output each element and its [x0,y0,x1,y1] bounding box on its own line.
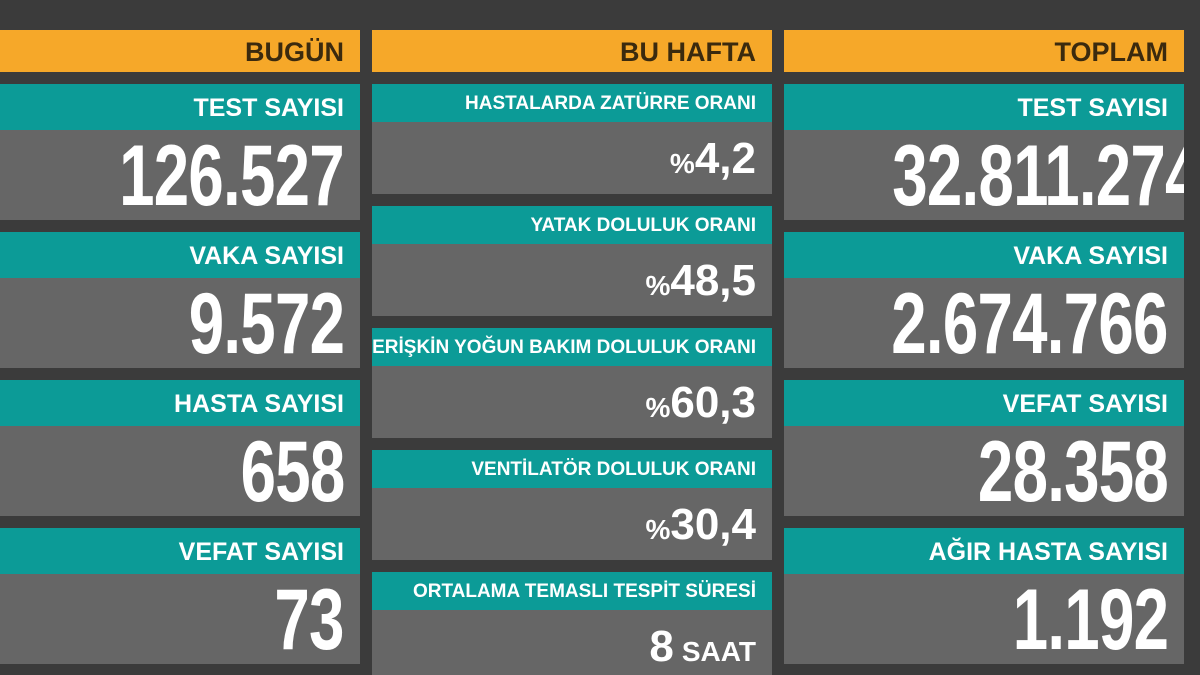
unit-suffix: SAAT [681,636,756,667]
stat-value-wrap: 32.811.274 [842,130,1184,220]
stat-value-wrap: 8 SAAT [649,622,756,671]
column-header: BUGÜN [0,30,360,72]
stat-value-wrap: 1.192 [987,574,1169,664]
stat-card: HASTALARDA ZATÜRRE ORANI %4,2 [372,84,772,194]
stat-card: VEFAT SAYISI 73 [0,528,360,664]
column: BU HAFTA HASTALARDA ZATÜRRE ORANI %4,2 YATA… [372,30,772,675]
stat-value-box: %60,3 [372,366,772,438]
stat-value: 9.572 [188,278,345,368]
stat-value: 30,4 [670,500,756,549]
stat-value-box: 32.811.274 [784,130,1184,220]
stat-value: 1.192 [1012,574,1169,664]
column-header: BU HAFTA [372,30,772,72]
stat-value: 28.358 [977,426,1169,516]
stat-value: 8 [649,622,674,671]
stat-label: TEST SAYISI [0,84,360,130]
stat-value-box: 9.572 [0,278,360,368]
stat-value-box: %30,4 [372,488,772,560]
stat-card: VEFAT SAYISI 28.358 [784,380,1184,516]
stat-value-wrap: 73 [263,574,345,664]
stat-label: YATAK DOLULUK ORANI [372,206,772,244]
stat-value-wrap: %4,2 [670,134,756,183]
stat-value-box: 8 SAAT [372,610,772,675]
stat-card: TEST SAYISI 32.811.274 [784,84,1184,220]
unit-prefix: % [645,392,671,423]
stat-value-box: 658 [0,426,360,516]
stat-value-box: %48,5 [372,244,772,316]
stat-card: TEST SAYISI 126.527 [0,84,360,220]
column: BUGÜN TEST SAYISI 126.527 VAKA SAYISI 9.572 H… [0,30,360,664]
stat-value: 2.674.766 [891,278,1169,368]
stat-card: VENTİLATÖR DOLULUK ORANI %30,4 [372,450,772,560]
stat-label: VEFAT SAYISI [784,380,1184,426]
stat-card: HASTA SAYISI 658 [0,380,360,516]
stat-value-box: 28.358 [784,426,1184,516]
unit-prefix: % [669,148,695,179]
stat-label: ERİŞKİN YOĞUN BAKIM DOLULUK ORANI [372,328,772,366]
stat-label: AĞIR HASTA SAYISI [784,528,1184,574]
stat-value-box: 73 [0,574,360,664]
stat-label: VENTİLATÖR DOLULUK ORANI [372,450,772,488]
stat-label: VAKA SAYISI [784,232,1184,278]
stat-value-wrap: %30,4 [645,500,756,549]
stat-value-wrap: %48,5 [645,256,756,305]
stat-label: VAKA SAYISI [0,232,360,278]
unit-prefix: % [645,514,671,545]
column: TOPLAM TEST SAYISI 32.811.274 VAKA SAYISI 2.… [784,30,1184,664]
stat-value-wrap: %60,3 [645,378,756,427]
stat-value: 73 [274,574,345,664]
stat-value-box: 1.192 [784,574,1184,664]
stat-value-wrap: 2.674.766 [847,278,1169,368]
stat-value: 32.811.274 [892,130,1184,220]
stat-card: VAKA SAYISI 2.674.766 [784,232,1184,368]
unit-prefix: % [645,270,671,301]
stat-value: 126.527 [119,130,344,220]
stat-value-box: 126.527 [0,130,360,220]
stat-card: AĞIR HASTA SAYISI 1.192 [784,528,1184,664]
stat-card: YATAK DOLULUK ORANI %48,5 [372,206,772,316]
stat-value: 658 [240,426,345,516]
stat-label: HASTA SAYISI [0,380,360,426]
stat-value-wrap: 658 [223,426,345,516]
stat-label: TEST SAYISI [784,84,1184,130]
stat-value: 4,2 [694,134,756,183]
stat-value: 48,5 [670,256,756,305]
stat-card: ORTALAMA TEMASLI TESPİT SÜRESİ 8 SAAT [372,572,772,675]
column-header: TOPLAM [784,30,1184,72]
stat-label: HASTALARDA ZATÜRRE ORANI [372,84,772,122]
stat-value-box: 2.674.766 [784,278,1184,368]
stat-value-wrap: 126.527 [83,130,344,220]
stat-label: ORTALAMA TEMASLI TESPİT SÜRESİ [372,572,772,610]
stat-value-box: %4,2 [372,122,772,194]
stat-label: VEFAT SAYISI [0,528,360,574]
stat-value-wrap: 9.572 [163,278,345,368]
stat-value: 60,3 [670,378,756,427]
stat-value-wrap: 28.358 [947,426,1169,516]
stat-card: ERİŞKİN YOĞUN BAKIM DOLULUK ORANI %60,3 [372,328,772,438]
stat-card: VAKA SAYISI 9.572 [0,232,360,368]
